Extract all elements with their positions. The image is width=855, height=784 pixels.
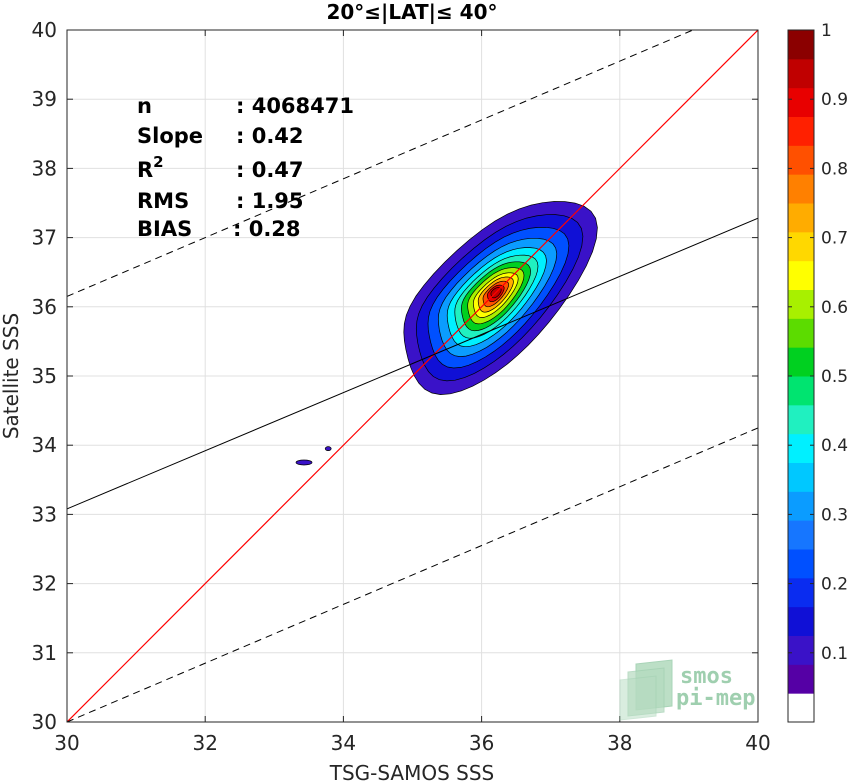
colorbar-segment	[788, 404, 814, 435]
stat-label: Slope	[137, 124, 203, 148]
stat-label: BIAS	[137, 217, 192, 241]
colorbar-tick-label: 0.6	[821, 298, 848, 318]
y-tick-label: 37	[32, 226, 57, 250]
y-tick-label: 34	[32, 433, 57, 457]
x-axis-label: TSG-SAMOS SSS	[329, 761, 495, 784]
x-tick-label: 32	[192, 731, 217, 755]
colorbar-tick-label: 0.2	[821, 575, 848, 595]
y-tick-label: 30	[32, 710, 57, 734]
y-tick-label: 38	[32, 156, 57, 180]
colorbar-tick-label: 0.7	[821, 229, 848, 249]
regression-line	[67, 217, 758, 510]
colorbar-segment	[788, 693, 814, 723]
x-tick-label: 34	[331, 731, 356, 755]
colorbar-segment	[788, 116, 814, 146]
density-contours	[295, 201, 598, 466]
colorbar-segment	[788, 606, 814, 636]
colorbar-tick-label: 0.3	[821, 505, 848, 525]
x-tick-label: 36	[469, 731, 494, 755]
stat-value: : 0.47	[236, 158, 304, 182]
chart-title: 20°≤|LAT|≤ 40°	[326, 0, 497, 24]
one-to-one-line	[67, 30, 758, 722]
colorbar-segment	[788, 520, 814, 550]
colorbar-segment	[788, 289, 814, 319]
colorbar: 0.1 0.2 0.3 0.4 0.5 0.6 0.7 0.8 0.9 1	[787, 21, 848, 723]
colorbar-segment	[788, 462, 814, 492]
colorbar-segment	[788, 174, 814, 204]
y-tick-label: 35	[32, 364, 57, 388]
colorbar-segment	[788, 145, 814, 175]
colorbar-segment	[788, 635, 814, 665]
watermark-logo: smos pi-mep	[619, 659, 755, 721]
colorbar-segment	[788, 231, 814, 262]
x-axis-ticks: 30 32 34 36 38 40	[54, 30, 771, 755]
colorbar-segment	[788, 549, 814, 579]
x-tick-label: 38	[607, 731, 632, 755]
y-tick-label: 33	[32, 502, 57, 526]
outlier-blob	[324, 446, 332, 452]
y-tick-label: 36	[32, 295, 57, 319]
x-tick-label: 40	[745, 731, 770, 755]
stat-label: RMS	[137, 189, 189, 213]
colorbar-segment	[788, 260, 814, 290]
upper-bound-line	[67, 30, 695, 297]
stat-superscript: 2	[153, 153, 163, 171]
stat-label: n	[137, 94, 152, 118]
colorbar-segment	[788, 664, 814, 694]
colorbar-segment	[788, 203, 814, 233]
y-axis-ticks: 30 31 32 33 34 35 36 37 38 39 40	[32, 18, 758, 734]
outlier-blob	[295, 459, 313, 466]
colorbar-segment	[788, 577, 814, 608]
stat-value: : 1.95	[236, 189, 304, 213]
watermark-line1: smos	[680, 664, 733, 689]
colorbar-tick-label: 0.4	[821, 436, 848, 456]
colorbar-tick-label: 0.9	[821, 90, 848, 110]
colorbar-tick-label: 0.5	[821, 367, 848, 387]
colorbar-segment	[788, 347, 814, 377]
colorbar-segment	[788, 87, 814, 117]
colorbar-segment	[788, 30, 814, 60]
colorbar-segment	[788, 58, 814, 89]
stat-value: : 0.28	[233, 217, 301, 241]
grid-lines	[66, 29, 759, 723]
colorbar-segment	[788, 318, 814, 348]
colorbar-segment	[788, 491, 814, 521]
stat-value: : 0.42	[236, 124, 304, 148]
stat-value: : 4068471	[236, 94, 354, 118]
lower-bound-line	[67, 427, 758, 722]
y-tick-label: 39	[32, 87, 57, 111]
x-tick-label: 30	[54, 731, 79, 755]
y-tick-label: 32	[32, 572, 57, 596]
colorbar-segment	[788, 376, 814, 406]
watermark-waves-icon	[619, 659, 673, 721]
y-tick-label: 31	[32, 641, 57, 665]
colorbar-tick-label: 0.8	[821, 159, 848, 179]
watermark-line2: pi-mep	[676, 686, 755, 711]
colorbar-segment	[788, 433, 814, 463]
reference-lines	[67, 30, 758, 722]
y-axis-label: Satellite SSS	[0, 313, 23, 439]
colorbar-tick-label: 0.1	[821, 644, 848, 664]
colorbar-tick-label: 1	[821, 21, 832, 41]
y-tick-label: 40	[32, 18, 57, 42]
